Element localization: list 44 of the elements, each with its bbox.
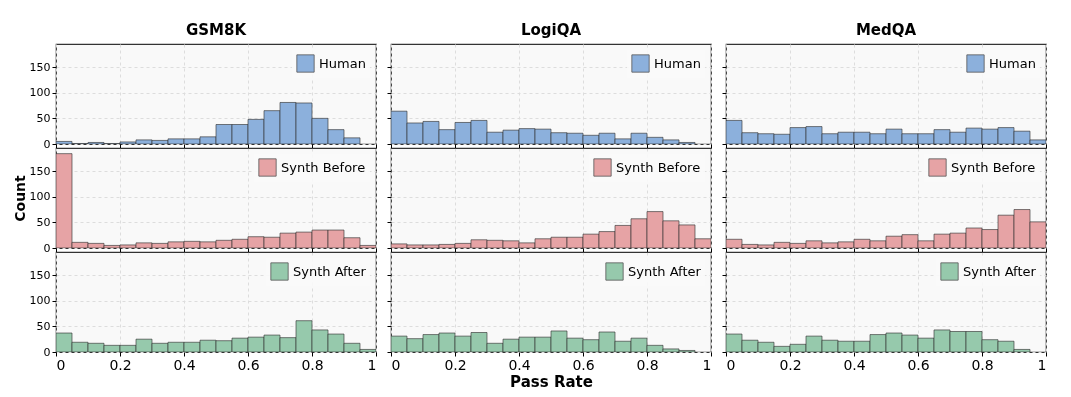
y-tick-label: 50: [36, 215, 51, 229]
chart-title: GSM8K: [185, 21, 248, 39]
legend-label: Human: [654, 55, 701, 71]
x-tick-label: 0.4: [843, 356, 866, 373]
legend-label: Synth After: [293, 263, 367, 279]
x-tick-label: 0.2: [444, 356, 467, 373]
y-tick-label: 100: [29, 86, 51, 100]
y-tick-label: 0: [43, 137, 51, 151]
x-tick-label: 0.4: [508, 356, 531, 373]
x-tick-label: 0.8: [971, 356, 994, 373]
x-tick-label: 0.6: [907, 356, 930, 373]
y-tick-label: 0: [43, 345, 51, 359]
chart-title: LogiQA: [520, 21, 582, 39]
x-tick-label: 0.6: [572, 356, 595, 373]
y-tick-label: 50: [36, 111, 51, 125]
x-axis-title: Pass Rate: [510, 372, 593, 391]
legend-label: Synth After: [963, 263, 1037, 279]
legend-label: Synth After: [628, 263, 702, 279]
legend-label: Human: [319, 55, 366, 71]
x-tick-label: 0: [391, 356, 401, 373]
x-tick-label: 0: [56, 356, 66, 373]
y-tick-label: 150: [29, 268, 51, 282]
x-tick-label: 0.8: [636, 356, 659, 373]
y-tick-label: 150: [29, 60, 51, 74]
x-tick-label: 0.2: [109, 356, 132, 373]
legend-label: Human: [989, 55, 1036, 71]
legend-label: Synth Before: [951, 159, 1036, 175]
x-tick-label: 0.6: [237, 356, 260, 373]
y-tick-label: 100: [29, 190, 51, 204]
y-tick-label: 100: [29, 294, 51, 308]
y-tick-label: 50: [36, 319, 51, 333]
legend-label: Synth Before: [281, 159, 366, 175]
x-tick-label: 0: [726, 356, 736, 373]
legend-label: Synth Before: [616, 159, 701, 175]
y-tick-label: 150: [29, 164, 51, 178]
x-tick-label: 1: [1037, 356, 1047, 373]
x-tick-label: 0.2: [779, 356, 802, 373]
chart-title: MedQA: [855, 21, 917, 39]
x-tick-label: 1: [702, 356, 712, 373]
x-tick-label: 1: [367, 356, 377, 373]
x-tick-label: 0.4: [173, 356, 196, 373]
x-tick-label: 0.8: [301, 356, 324, 373]
y-axis-title: Count: [11, 174, 28, 222]
y-tick-label: 0: [43, 241, 51, 255]
